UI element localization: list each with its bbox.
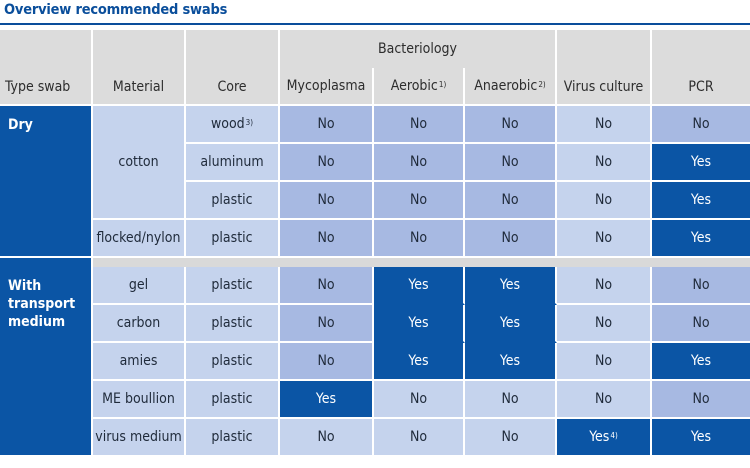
aerobic-cell: No	[374, 182, 465, 220]
pcr-cell: No	[652, 381, 750, 419]
anaerobic-cell: No	[465, 220, 557, 258]
pcr-cell: No	[652, 305, 750, 343]
virus-culture-cell: No	[557, 343, 652, 381]
virus-culture-cell: No	[557, 144, 652, 182]
core-cell: plastic	[186, 343, 280, 381]
header-type-swab: Type swab	[0, 30, 93, 106]
aerobic-cell: No	[374, 144, 465, 182]
anaerobic-cell: No	[465, 381, 557, 419]
mycoplasma-cell: No	[280, 220, 374, 258]
material-cotton: cotton	[93, 106, 186, 220]
virus-culture-cell: Yes 4)	[557, 419, 652, 457]
material-cell: virus medium	[93, 419, 186, 457]
aerobic-cell: No	[374, 419, 465, 457]
header-core: Core	[186, 30, 280, 106]
group-dry-label: Dry	[0, 106, 93, 258]
aerobic-cell: Yes	[374, 305, 465, 343]
header-material: Material	[93, 30, 186, 106]
group-separator	[93, 258, 750, 267]
swab-table: Type swab Material Core Bacteriology Myc…	[0, 30, 750, 468]
core-cell: plastic	[186, 305, 280, 343]
virus-culture-cell: No	[557, 267, 652, 305]
header-mycoplasma: Mycoplasma	[280, 68, 374, 106]
pcr-cell: Yes	[652, 144, 750, 182]
core-cell: plastic	[186, 419, 280, 457]
material-cell: carbon	[93, 305, 186, 343]
anaerobic-cell: Yes	[465, 343, 557, 381]
group-transport-label: With transport medium	[0, 267, 93, 457]
core-cell: plastic	[186, 220, 280, 258]
pcr-cell: Yes	[652, 220, 750, 258]
mycoplasma-cell: No	[280, 106, 374, 144]
mycoplasma-cell: No	[280, 305, 374, 343]
header-pcr: PCR	[652, 30, 750, 106]
aerobic-cell: No	[374, 106, 465, 144]
core-cell: plastic	[186, 267, 280, 305]
material-cell: amies	[93, 343, 186, 381]
header-virus-culture: Virus culture	[557, 30, 652, 106]
pcr-cell: No	[652, 106, 750, 144]
header-anaerobic: Anaerobic 2)	[465, 68, 557, 106]
mycoplasma-cell: No	[280, 144, 374, 182]
anaerobic-cell: Yes	[465, 305, 557, 343]
title-rule	[0, 23, 750, 25]
aerobic-cell: Yes	[374, 343, 465, 381]
aerobic-cell: Yes	[374, 267, 465, 305]
anaerobic-cell: No	[465, 182, 557, 220]
anaerobic-cell: Yes	[465, 267, 557, 305]
virus-culture-cell: No	[557, 305, 652, 343]
pcr-cell: No	[652, 267, 750, 305]
core-cell: plastic	[186, 182, 280, 220]
core-cell: wood 3)	[186, 106, 280, 144]
mycoplasma-cell: No	[280, 182, 374, 220]
group-separator	[0, 258, 93, 267]
mycoplasma-cell: No	[280, 267, 374, 305]
header-bacteriology: Bacteriology	[280, 30, 557, 68]
core-cell: aluminum	[186, 144, 280, 182]
mycoplasma-cell: No	[280, 343, 374, 381]
material-cell: ME boullion	[93, 381, 186, 419]
header-aerobic: Aerobic 1)	[374, 68, 465, 106]
core-cell: plastic	[186, 381, 280, 419]
pcr-cell: Yes	[652, 182, 750, 220]
material-flocked-nylon: flocked/nylon	[93, 220, 186, 258]
virus-culture-cell: No	[557, 106, 652, 144]
virus-culture-cell: No	[557, 220, 652, 258]
anaerobic-cell: No	[465, 144, 557, 182]
page-title: Overview recommended swabs	[4, 2, 228, 18]
virus-culture-cell: No	[557, 182, 652, 220]
pcr-cell: Yes	[652, 419, 750, 457]
anaerobic-cell: No	[465, 419, 557, 457]
virus-culture-cell: No	[557, 381, 652, 419]
mycoplasma-cell: No	[280, 419, 374, 457]
material-cell: gel	[93, 267, 186, 305]
mycoplasma-cell: Yes	[280, 381, 374, 419]
aerobic-cell: No	[374, 381, 465, 419]
pcr-cell: Yes	[652, 343, 750, 381]
anaerobic-cell: No	[465, 106, 557, 144]
aerobic-cell: No	[374, 220, 465, 258]
